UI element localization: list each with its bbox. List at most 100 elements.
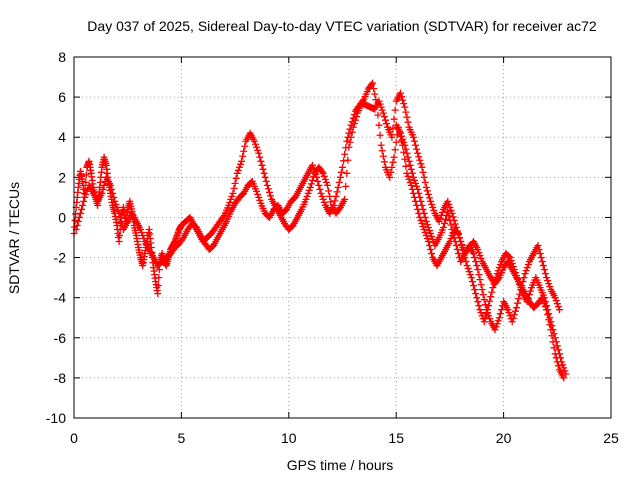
data-point bbox=[307, 180, 315, 188]
data-point bbox=[314, 177, 322, 185]
data-point bbox=[485, 312, 493, 320]
data-point bbox=[470, 250, 478, 258]
data-point bbox=[544, 277, 552, 285]
data-point bbox=[554, 303, 562, 311]
data-point bbox=[391, 106, 399, 114]
data-point bbox=[376, 100, 384, 108]
data-point bbox=[422, 217, 430, 225]
data-point bbox=[541, 270, 549, 278]
data-point bbox=[404, 153, 412, 161]
data-point bbox=[253, 187, 261, 195]
data-point bbox=[375, 97, 383, 105]
data-point bbox=[428, 250, 436, 258]
data-point bbox=[421, 178, 429, 186]
data-point bbox=[82, 171, 90, 179]
data-point bbox=[417, 197, 425, 205]
data-point bbox=[234, 166, 242, 174]
data-point bbox=[417, 160, 425, 168]
data-point bbox=[257, 157, 265, 165]
data-point bbox=[551, 334, 559, 342]
data-point bbox=[511, 269, 519, 277]
data-point bbox=[412, 141, 420, 149]
data-point bbox=[419, 205, 427, 213]
data-point bbox=[80, 197, 88, 205]
data-point bbox=[321, 175, 329, 183]
data-point bbox=[347, 121, 355, 129]
data-point bbox=[114, 206, 122, 214]
data-point bbox=[112, 200, 120, 208]
data-point bbox=[414, 185, 422, 193]
data-point bbox=[510, 311, 518, 319]
data-point bbox=[388, 163, 396, 171]
data-point bbox=[427, 246, 435, 254]
data-point bbox=[539, 262, 547, 270]
data-point bbox=[322, 178, 330, 186]
data-point bbox=[372, 96, 380, 104]
data-point bbox=[228, 192, 236, 200]
data-point bbox=[422, 231, 430, 239]
data-point bbox=[516, 290, 524, 298]
data-point bbox=[319, 169, 327, 177]
data-point bbox=[401, 103, 409, 111]
data-point bbox=[418, 163, 426, 171]
data-point bbox=[377, 103, 385, 111]
data-point bbox=[473, 262, 481, 270]
data-point bbox=[76, 209, 84, 217]
data-point bbox=[255, 149, 263, 157]
data-point bbox=[509, 314, 517, 322]
data-point bbox=[561, 367, 569, 375]
data-point bbox=[496, 261, 504, 269]
data-point bbox=[374, 111, 382, 119]
data-point bbox=[449, 229, 457, 237]
data-point bbox=[375, 121, 383, 129]
data-point bbox=[485, 302, 493, 310]
data-point bbox=[258, 161, 266, 169]
data-point bbox=[505, 253, 513, 261]
data-point bbox=[256, 153, 264, 161]
data-point bbox=[438, 208, 446, 216]
grid-lines bbox=[74, 57, 611, 418]
data-point bbox=[445, 200, 453, 208]
data-point bbox=[238, 157, 246, 165]
data-point bbox=[345, 129, 353, 137]
data-point bbox=[442, 215, 450, 223]
data-point bbox=[404, 172, 412, 180]
data-point bbox=[560, 374, 568, 382]
data-point bbox=[349, 114, 357, 122]
data-point bbox=[417, 216, 425, 224]
data-point bbox=[523, 298, 531, 306]
data-point bbox=[230, 184, 238, 192]
data-point bbox=[108, 185, 116, 193]
data-point bbox=[342, 144, 350, 152]
data-point bbox=[320, 172, 328, 180]
data-point bbox=[241, 142, 249, 150]
data-point bbox=[423, 187, 431, 195]
chart-title: Day 037 of 2025, Sidereal Day-to-day VTE… bbox=[87, 18, 597, 34]
data-point bbox=[506, 254, 514, 262]
data-point bbox=[413, 182, 421, 190]
data-point bbox=[379, 152, 387, 160]
data-point bbox=[229, 189, 237, 197]
data-point bbox=[420, 225, 428, 233]
data-point bbox=[254, 190, 262, 198]
x-tick-label: 20 bbox=[496, 430, 512, 446]
data-point bbox=[236, 160, 244, 168]
data-point bbox=[344, 133, 352, 141]
data-point bbox=[480, 318, 488, 326]
data-point bbox=[491, 326, 499, 334]
data-point bbox=[444, 207, 452, 215]
data-point bbox=[422, 183, 430, 191]
data-point bbox=[410, 176, 418, 184]
data-point bbox=[73, 221, 81, 229]
data-point bbox=[304, 189, 312, 197]
data-point bbox=[380, 113, 388, 121]
data-point bbox=[81, 193, 89, 201]
data-point bbox=[488, 288, 496, 296]
y-tick-label: 8 bbox=[58, 49, 66, 65]
data-point bbox=[320, 198, 328, 206]
data-point bbox=[482, 306, 490, 314]
data-point bbox=[520, 274, 528, 282]
data-point bbox=[359, 97, 367, 105]
data-point bbox=[451, 238, 459, 246]
